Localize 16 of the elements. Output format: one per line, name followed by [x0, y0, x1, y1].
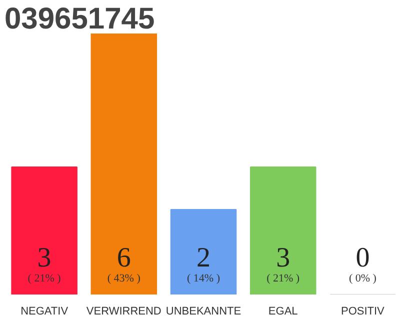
data-label: ( 21% ) — [28, 272, 62, 284]
annotation: 3 — [276, 242, 290, 274]
annotation: 0 — [356, 242, 370, 274]
x-tick-label: UNBEKANNTE — [166, 306, 242, 318]
x-tick-label: VERWIRREND — [86, 306, 162, 318]
annotation: 6 — [116, 242, 131, 274]
data-label: ( 0% ) — [348, 272, 377, 284]
data-label: ( 43% ) — [107, 272, 141, 284]
chart-title: 039651745 — [4, 2, 155, 36]
annotation: 2 — [196, 242, 210, 274]
x-tick-label: NEGATIV — [20, 306, 69, 318]
data-label: ( 21% ) — [266, 272, 300, 284]
x-tick-label: EGAL — [268, 306, 298, 318]
annotation: 3 — [37, 242, 52, 274]
data-label: ( 14% ) — [187, 272, 220, 284]
x-tick-label: POSITIV — [341, 306, 386, 318]
